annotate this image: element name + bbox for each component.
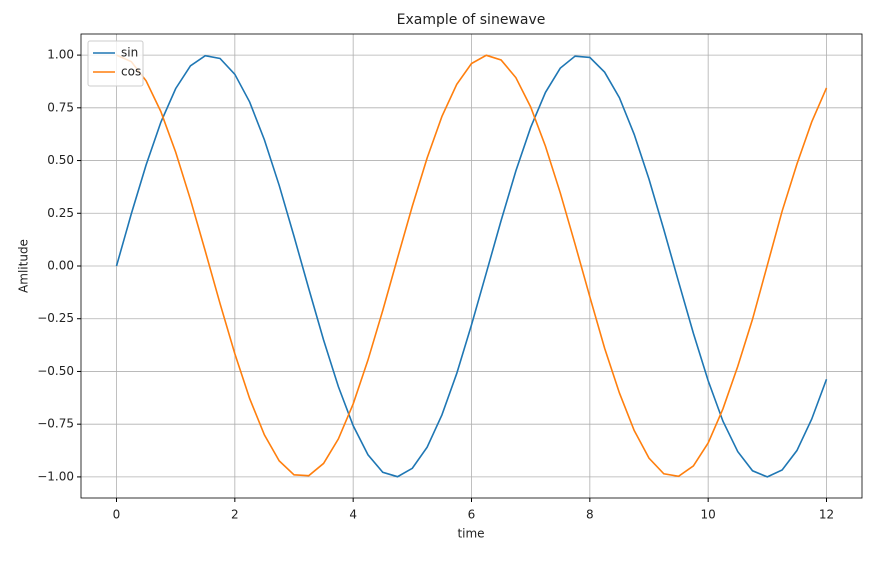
y-tick-label: 1.00 [47, 48, 74, 62]
x-tick-label: 2 [231, 508, 239, 522]
y-tick-label: 0.50 [47, 153, 74, 167]
x-tick-label: 12 [819, 508, 834, 522]
x-tick-label: 0 [113, 508, 121, 522]
legend-label: cos [121, 65, 141, 79]
x-tick-label: 8 [586, 508, 594, 522]
legend-label: sin [121, 46, 138, 60]
y-tick-label: 0.75 [47, 100, 74, 114]
x-tick-label: 4 [349, 508, 357, 522]
x-tick-label: 10 [701, 508, 716, 522]
plot-frame [80, 33, 863, 499]
chart-title: Example of sinewave [397, 12, 546, 28]
x-axis-label: time [457, 527, 484, 541]
series-line [115, 54, 828, 478]
y-tick-label: 0.25 [47, 206, 74, 220]
y-tick-label: 0.00 [47, 259, 74, 273]
y-tick-label: −1.00 [37, 469, 74, 483]
x-tick-label: 6 [468, 508, 476, 522]
y-tick-label: −0.50 [37, 364, 74, 378]
y-tick-label: −0.25 [37, 311, 74, 325]
series-line [116, 54, 828, 478]
y-tick-label: −0.75 [37, 417, 74, 431]
y-axis-label: Amlitude [17, 239, 31, 293]
